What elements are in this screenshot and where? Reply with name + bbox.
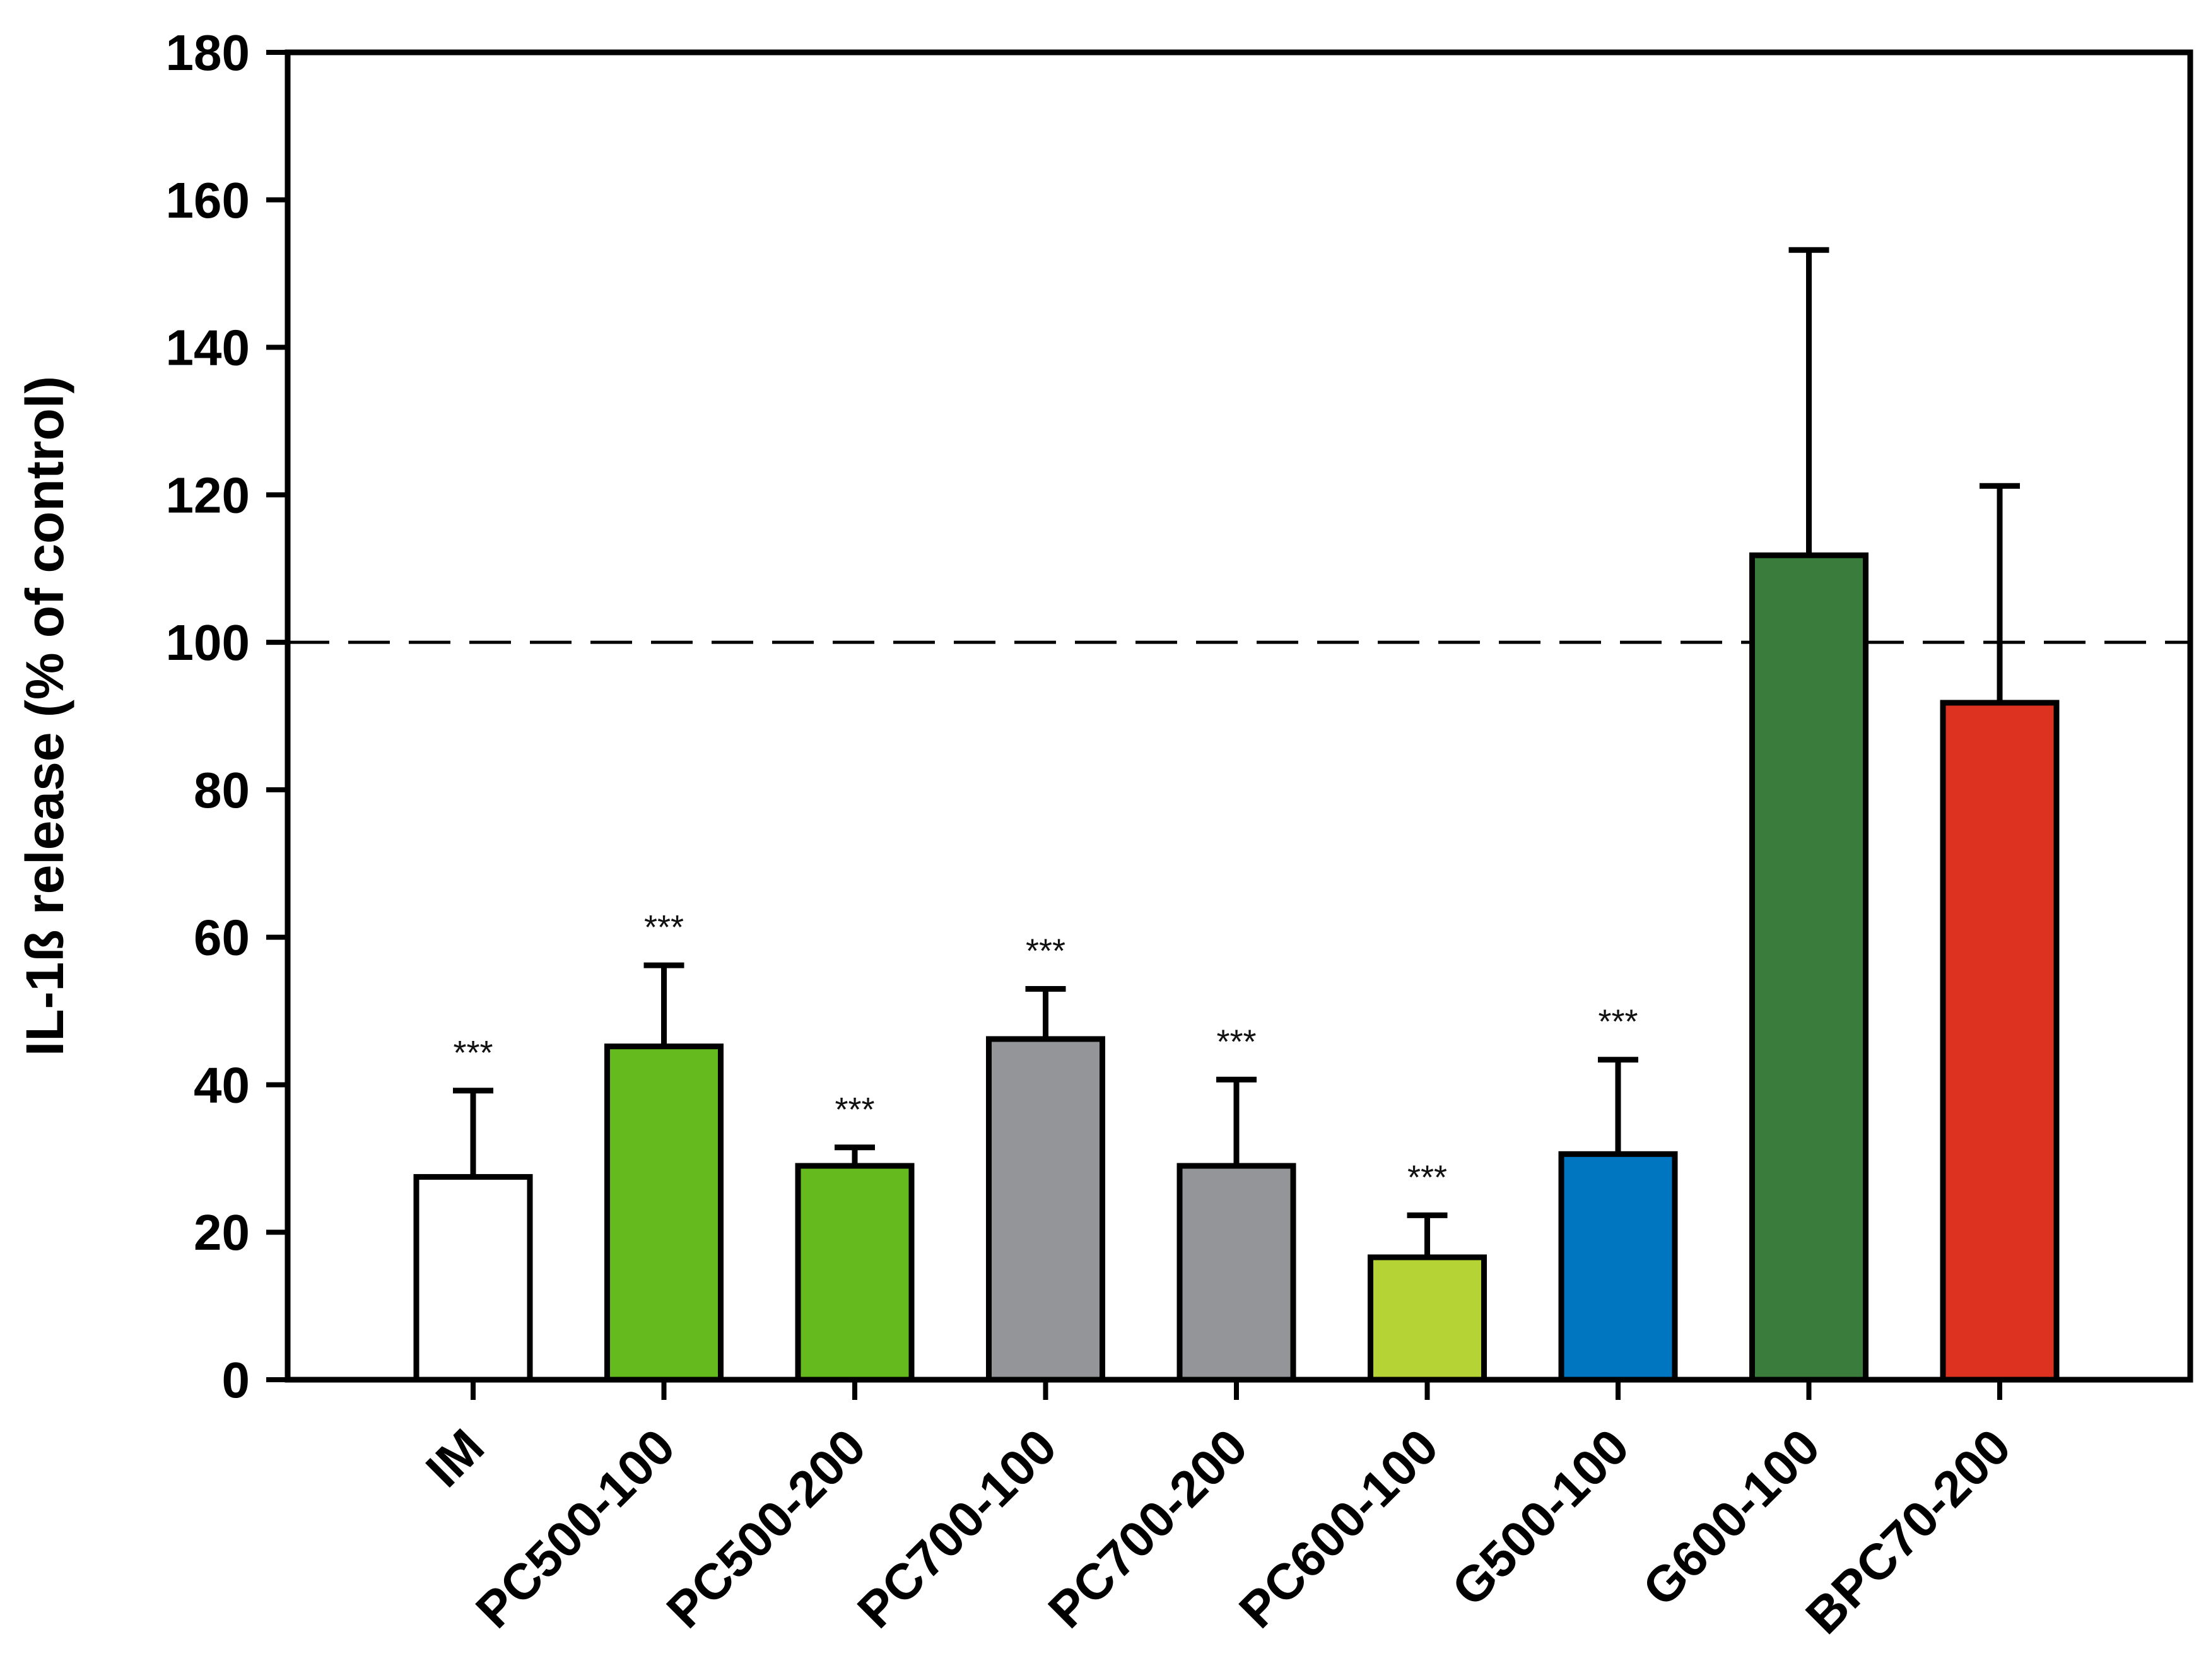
y-tick-label: 100	[166, 614, 250, 671]
bar-g500-100	[1558, 1151, 1678, 1383]
y-tick-label: 140	[166, 320, 250, 376]
significance-marker: ***	[644, 908, 684, 946]
x-tick-label: PC500-100	[465, 1418, 685, 1638]
y-tick-label: 120	[166, 467, 250, 523]
x-tick-label: PC700-200	[1038, 1418, 1258, 1638]
y-tick-label: 0	[222, 1352, 250, 1408]
x-tick-label: PC600-100	[1228, 1418, 1448, 1638]
x-tick-label: G500-100	[1441, 1418, 1640, 1617]
bar-pc600-100	[1368, 1254, 1487, 1383]
y-tick-label: 80	[194, 762, 250, 818]
y-tick-label: 20	[194, 1204, 250, 1260]
bar-pc700-200	[1176, 1163, 1296, 1383]
x-tick-label: PC500-200	[656, 1418, 876, 1638]
x-tick-label: G600-100	[1632, 1418, 1831, 1617]
y-tick-label: 60	[194, 910, 250, 966]
significance-marker: ***	[835, 1091, 874, 1129]
y-tick-label: 160	[166, 172, 250, 228]
x-tick-label: BPC70-200	[1795, 1418, 2022, 1645]
y-tick-label: 40	[194, 1057, 250, 1113]
significance-marker: ***	[1026, 932, 1065, 970]
significance-marker: ***	[1407, 1158, 1447, 1196]
y-tick-label: 180	[166, 25, 250, 81]
bar-g600-100	[1749, 552, 1869, 1383]
significance-marker: ***	[1598, 1003, 1638, 1041]
y-axis-title: IL-1ß release (% of control)	[15, 376, 74, 1056]
bar-pc500-100	[604, 1043, 724, 1383]
bar-bpc70-200	[1940, 700, 2060, 1383]
x-tick-label: PC700-100	[847, 1418, 1067, 1638]
bar-im	[413, 1174, 533, 1383]
significance-marker: ***	[453, 1034, 493, 1072]
bar-pc700-100	[986, 1036, 1105, 1383]
bar-pc500-200	[795, 1163, 915, 1383]
x-tick-label: IM	[415, 1418, 495, 1498]
significance-marker: ***	[1216, 1023, 1256, 1060]
